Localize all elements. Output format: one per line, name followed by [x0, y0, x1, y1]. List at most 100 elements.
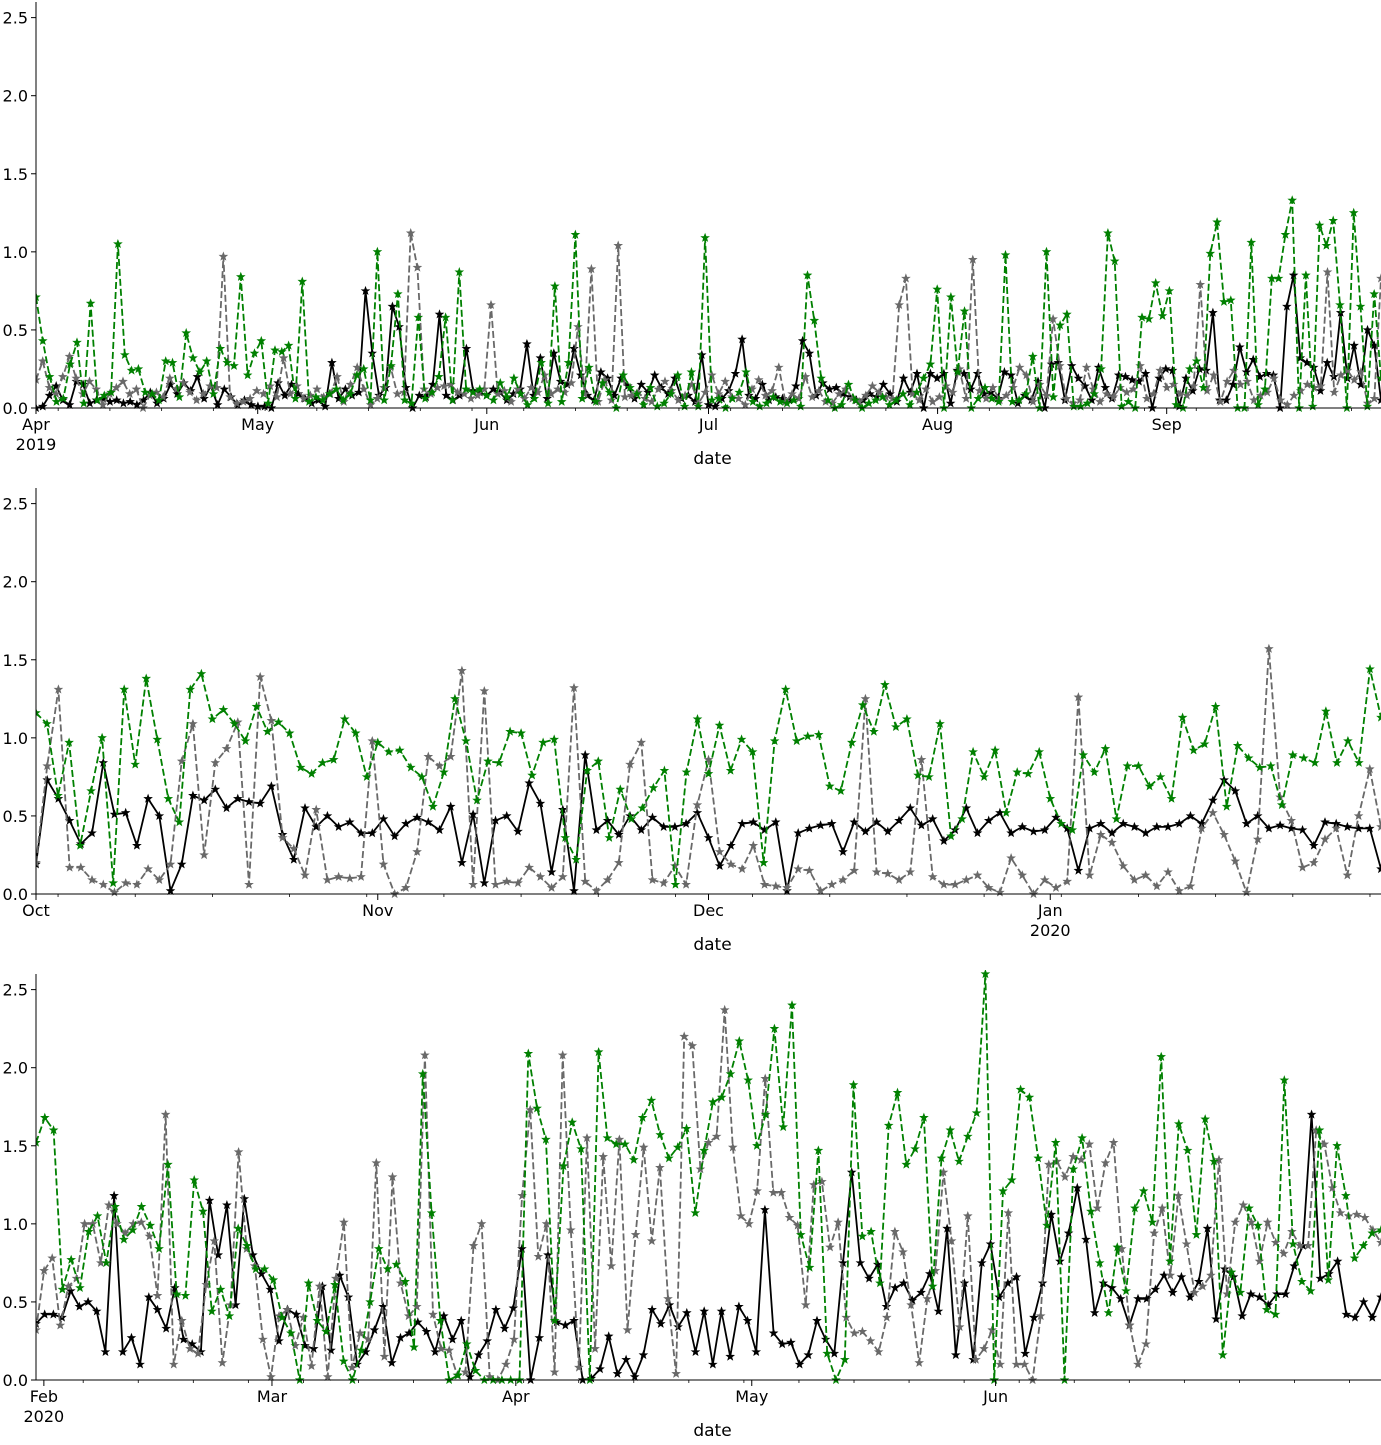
- data-point: [659, 765, 670, 775]
- data-point: [284, 728, 295, 738]
- data-point: [529, 393, 540, 403]
- data-point: [628, 1154, 639, 1164]
- data-point: [690, 1346, 701, 1356]
- data-point: [1141, 1339, 1151, 1349]
- data-point: [399, 395, 410, 405]
- data-point: [176, 756, 187, 766]
- data-point: [1376, 712, 1381, 722]
- data-point: [907, 1295, 918, 1305]
- data-point: [330, 1273, 341, 1283]
- data-point: [999, 367, 1010, 377]
- data-point: [144, 1231, 155, 1241]
- data-point: [875, 1278, 885, 1288]
- data-point: [130, 759, 141, 769]
- data-point: [435, 1315, 446, 1325]
- data-point: [501, 810, 512, 821]
- data-point: [192, 371, 203, 381]
- data-point: [737, 334, 747, 344]
- data-point: [229, 360, 239, 370]
- data-point: [1354, 757, 1364, 767]
- x-tick-label: Jun: [982, 1387, 1008, 1406]
- data-point: [901, 1159, 912, 1169]
- data-point: [246, 399, 257, 410]
- data-point: [457, 665, 467, 675]
- data-point: [513, 826, 523, 836]
- data-point: [1003, 1207, 1014, 1217]
- data-point: [752, 1186, 762, 1196]
- data-point: [976, 1257, 987, 1268]
- data-point: [814, 385, 824, 395]
- data-point: [391, 1259, 402, 1269]
- data-point: [707, 1359, 718, 1369]
- data-point: [1077, 1132, 1087, 1143]
- data-point: [1100, 382, 1111, 392]
- data-point: [612, 1368, 623, 1378]
- data-point: [613, 240, 624, 250]
- data-point: [1255, 371, 1265, 381]
- data-point: [1095, 396, 1105, 406]
- data-point: [71, 373, 81, 383]
- data-point: [1349, 340, 1359, 350]
- data-point: [409, 1342, 419, 1352]
- data-point: [365, 1296, 375, 1307]
- x-tick-label: Jan: [1037, 901, 1063, 920]
- data-point: [300, 803, 310, 813]
- data-point: [1151, 881, 1162, 891]
- data-point: [502, 392, 512, 402]
- data-point: [916, 1287, 926, 1297]
- data-point: [311, 804, 322, 814]
- data-point: [85, 298, 96, 308]
- data-point: [141, 673, 152, 683]
- data-point: [1050, 1137, 1061, 1147]
- data-point: [663, 1293, 673, 1303]
- data-point: [586, 263, 597, 274]
- data-point: [591, 885, 602, 896]
- data-point: [894, 815, 904, 825]
- data-point: [154, 874, 165, 884]
- data-point: [782, 885, 792, 896]
- data-point: [707, 395, 717, 405]
- data-point: [1376, 1237, 1381, 1247]
- data-point: [1199, 739, 1210, 749]
- data-point: [1101, 388, 1112, 399]
- data-point: [646, 1095, 657, 1105]
- data-point: [176, 859, 187, 869]
- data-point: [549, 1367, 560, 1377]
- data-point: [1336, 370, 1346, 380]
- series-group: [36, 195, 1381, 412]
- data-point: [945, 398, 956, 408]
- data-point: [347, 1362, 357, 1372]
- data-point: [282, 1304, 293, 1314]
- y-tick-label: 2.5: [3, 495, 28, 514]
- y-tick-label: 0.0: [3, 1371, 28, 1390]
- data-point: [1208, 807, 1218, 817]
- data-point: [180, 1290, 191, 1300]
- data-point: [208, 388, 219, 398]
- data-point: [1027, 351, 1038, 361]
- data-point: [135, 1359, 145, 1369]
- data-point: [1089, 767, 1100, 777]
- data-point: [516, 728, 526, 738]
- data-point: [218, 251, 229, 261]
- data-point: [760, 1204, 770, 1214]
- data-point: [1062, 876, 1073, 886]
- data-point: [891, 721, 901, 731]
- data-point: [898, 373, 909, 383]
- data-point: [297, 276, 308, 286]
- data-point: [556, 396, 567, 406]
- data-point: [569, 682, 579, 693]
- data-point: [322, 874, 333, 884]
- data-point: [1335, 1207, 1346, 1217]
- data-point: [359, 384, 369, 394]
- data-point: [714, 846, 725, 856]
- data-point: [971, 1107, 982, 1118]
- data-point: [1006, 1175, 1017, 1185]
- data-point: [1089, 388, 1100, 399]
- data-point: [1303, 1240, 1313, 1250]
- data-point: [1028, 826, 1039, 836]
- data-point: [238, 396, 249, 406]
- data-point: [1249, 395, 1259, 405]
- data-point: [91, 1306, 102, 1316]
- data-point: [1174, 818, 1185, 828]
- data-point: [653, 384, 664, 394]
